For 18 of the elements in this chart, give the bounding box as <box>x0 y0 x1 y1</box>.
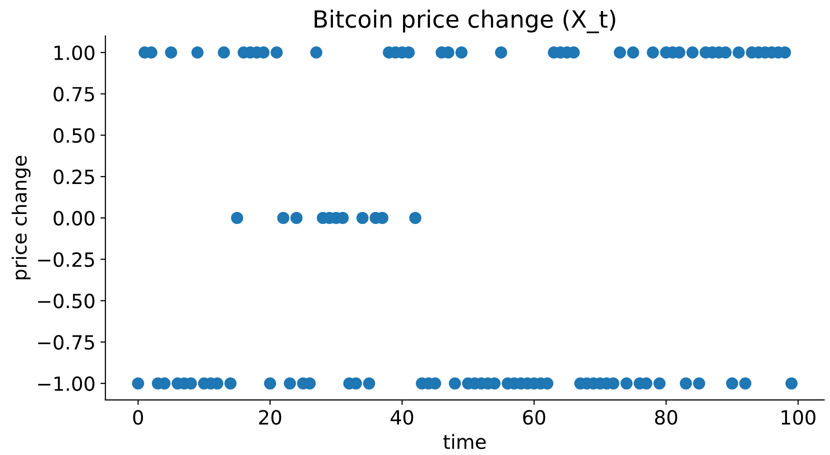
x-axis-title: time <box>443 434 486 450</box>
x-tick-label: 60 <box>523 410 546 425</box>
y-tick-label: −0.50 <box>38 294 94 308</box>
x-tick-label: 80 <box>655 410 678 425</box>
x-tick-label: 0 <box>133 410 143 425</box>
y-tick-label: 0.50 <box>54 128 94 143</box>
y-tick-label: −0.75 <box>38 334 94 350</box>
y-tick-label: −0.25 <box>38 252 94 267</box>
x-tick-label: 100 <box>782 410 816 425</box>
y-tick-label: 0.00 <box>54 210 94 226</box>
y-axis-title: price change <box>12 156 31 280</box>
y-tick-label: 0.25 <box>54 170 94 184</box>
y-tick-label: 1.00 <box>54 45 94 60</box>
y-tick-label: −1.00 <box>38 376 94 392</box>
x-tick-label: 40 <box>390 410 414 425</box>
y-tick-label: 0.75 <box>54 86 94 102</box>
chart-title: Bitcoin price change (X_t) <box>314 10 616 34</box>
x-tick-label: 20 <box>259 410 282 425</box>
